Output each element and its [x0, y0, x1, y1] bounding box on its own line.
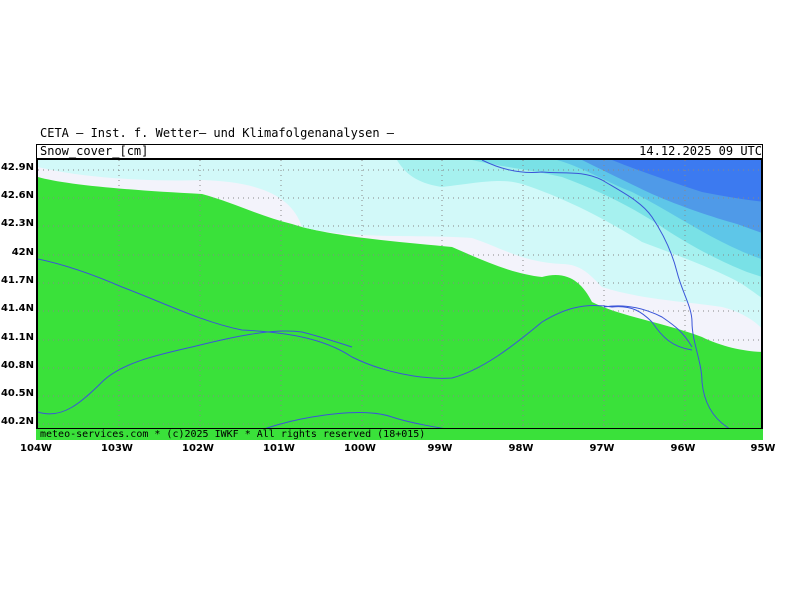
- valid-time: 14.12.2025 09 UTC: [639, 144, 762, 158]
- river-tributary: [603, 305, 693, 348]
- lon-label: 98W: [508, 443, 534, 454]
- river-platte-north: [38, 258, 693, 379]
- lon-label: 99W: [427, 443, 453, 454]
- snow-cover-map: [38, 160, 761, 438]
- river-platte-south: [38, 330, 353, 415]
- lon-label: 100W: [344, 443, 376, 454]
- lon-label: 102W: [182, 443, 214, 454]
- lat-label: 40.5N: [0, 388, 34, 399]
- map-frame: [36, 158, 763, 440]
- copyright-bar: meteo-services.com * (c)2025 IWKF * All …: [36, 428, 763, 440]
- lon-label: 103W: [101, 443, 133, 454]
- lat-label: 41.1N: [0, 332, 34, 343]
- variable-label: Snow_cover_[cm]: [40, 144, 149, 158]
- graticule: [38, 160, 761, 438]
- lat-label: 42.9N: [0, 162, 34, 173]
- lat-label: 41.7N: [0, 275, 34, 286]
- header-box: [36, 144, 763, 158]
- river-missouri: [481, 160, 742, 438]
- lat-label: 40.2N: [0, 416, 34, 427]
- lat-label: 40.8N: [0, 360, 34, 371]
- lat-label: 42.3N: [0, 218, 34, 229]
- lon-label: 95W: [750, 443, 776, 454]
- lon-label: 104W: [20, 443, 52, 454]
- provider-title: CETA — Inst. f. Wetter— und Klimafolgena…: [40, 126, 395, 140]
- lat-label: 41.4N: [0, 303, 34, 314]
- lon-label: 97W: [589, 443, 615, 454]
- lat-label: 42N: [11, 247, 34, 258]
- lat-label: 42.6N: [0, 190, 34, 201]
- lon-label: 96W: [670, 443, 696, 454]
- lon-label: 101W: [263, 443, 295, 454]
